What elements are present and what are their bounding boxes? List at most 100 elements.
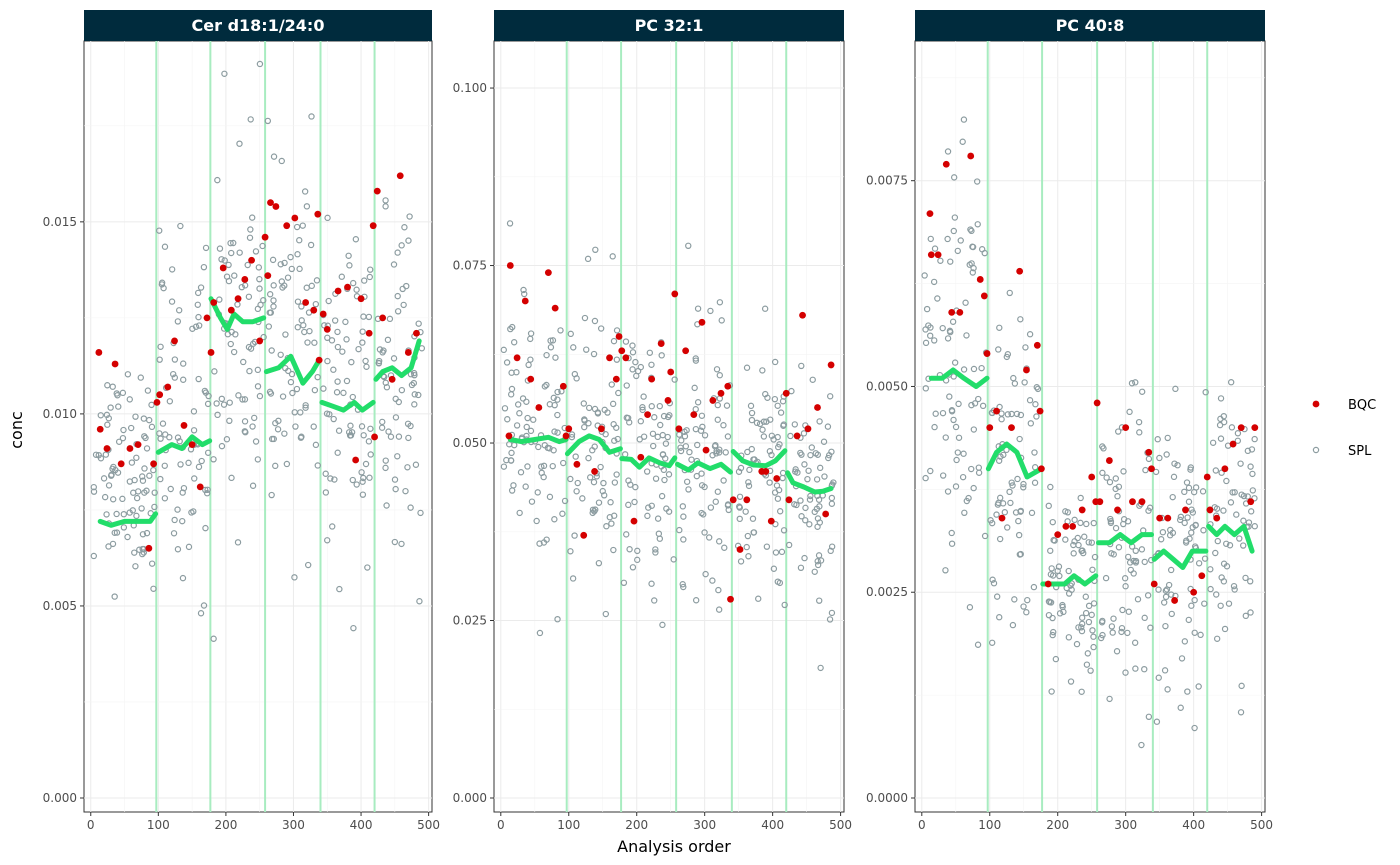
spl-point [146,472,153,479]
bqc-point [1122,424,1130,432]
spl-point [554,429,561,436]
spl-point [776,508,784,515]
spl-point [554,411,561,419]
spl-point [1055,563,1063,570]
bqc-point [956,308,964,316]
spl-point [797,564,805,572]
spl-point [922,385,929,392]
bqc-point [967,152,975,160]
spl-point [634,556,641,564]
spl-point [678,437,685,444]
spl-point [223,273,231,280]
spl-point [234,539,242,546]
bqc-point [314,210,322,218]
spl-point [524,463,531,470]
bqc-point [544,269,552,277]
spl-point [201,387,209,395]
bqc-point [1190,588,1198,596]
spl-point [120,510,128,518]
spl-point [126,396,133,403]
spl-point [265,323,273,330]
spl-point [816,418,823,425]
spl-point [716,372,724,379]
spl-point [691,384,698,392]
spl-point [1145,455,1153,463]
spl-point [631,498,638,506]
spl-point [144,387,152,394]
spl-point [546,493,554,501]
spl-point [105,415,113,422]
spl-point [571,370,579,378]
spl-point [1110,615,1117,622]
bqc-point [618,347,626,355]
spl-point [568,433,576,441]
spl-point [1119,606,1126,614]
spl-point [254,383,262,390]
spl-point [610,421,617,428]
spl-point [967,226,974,233]
spl-point [524,414,531,422]
spl-point [718,317,725,324]
spl-point [780,527,788,534]
spl-point [1020,480,1027,488]
y-axis-title: conc [7,411,26,449]
spl-point [404,420,412,428]
spl-point [345,429,353,436]
spl-point [360,474,367,482]
spl-point [554,396,561,403]
spl-point [1088,611,1095,619]
spl-point [632,358,639,366]
spl-point [1168,591,1175,598]
bqc-point [1251,424,1259,432]
spl-point [811,568,818,575]
spl-point [246,367,253,375]
spl-point [1107,515,1114,523]
bqc-point [667,368,675,376]
bqc-point [344,283,351,291]
bqc-point [682,347,690,355]
spl-point [382,457,389,464]
spl-point [948,529,955,537]
spl-point [828,609,836,617]
spl-point [922,326,929,333]
spl-point [749,515,757,522]
spl-point [405,237,412,244]
bqc-point [702,446,710,454]
spl-point [693,472,701,480]
spl-point [957,237,964,244]
spl-point [288,265,295,273]
spl-point [745,553,752,560]
spl-point [256,392,264,400]
panel-strip [494,10,844,41]
spl-point [1130,557,1137,565]
spl-point [211,368,218,375]
spl-point [625,477,632,484]
spl-point [204,400,212,408]
spl-point [1088,539,1096,546]
spl-point [927,235,934,243]
spl-point [346,262,353,269]
spl-point [762,390,769,398]
spl-point [626,546,633,553]
spl-point [179,574,187,582]
spl-point [508,449,515,457]
spl-point [200,602,208,609]
y-tick-label: 0.0075 [866,174,908,188]
spl-point [955,434,963,441]
bqc-point [352,456,360,464]
spl-point [1155,674,1162,681]
spl-point [251,414,258,422]
spl-point [1209,439,1217,446]
spl-point [814,515,822,522]
spl-point [104,382,111,389]
spl-point [392,395,399,403]
spl-point [568,431,576,438]
bqc-point [1062,522,1070,530]
spl-point [293,385,301,393]
spl-point [1164,434,1171,442]
bqc-point [597,425,605,433]
spl-point [359,478,366,485]
spl-point [968,401,975,409]
spl-point [1207,585,1214,593]
spl-point [367,451,374,458]
